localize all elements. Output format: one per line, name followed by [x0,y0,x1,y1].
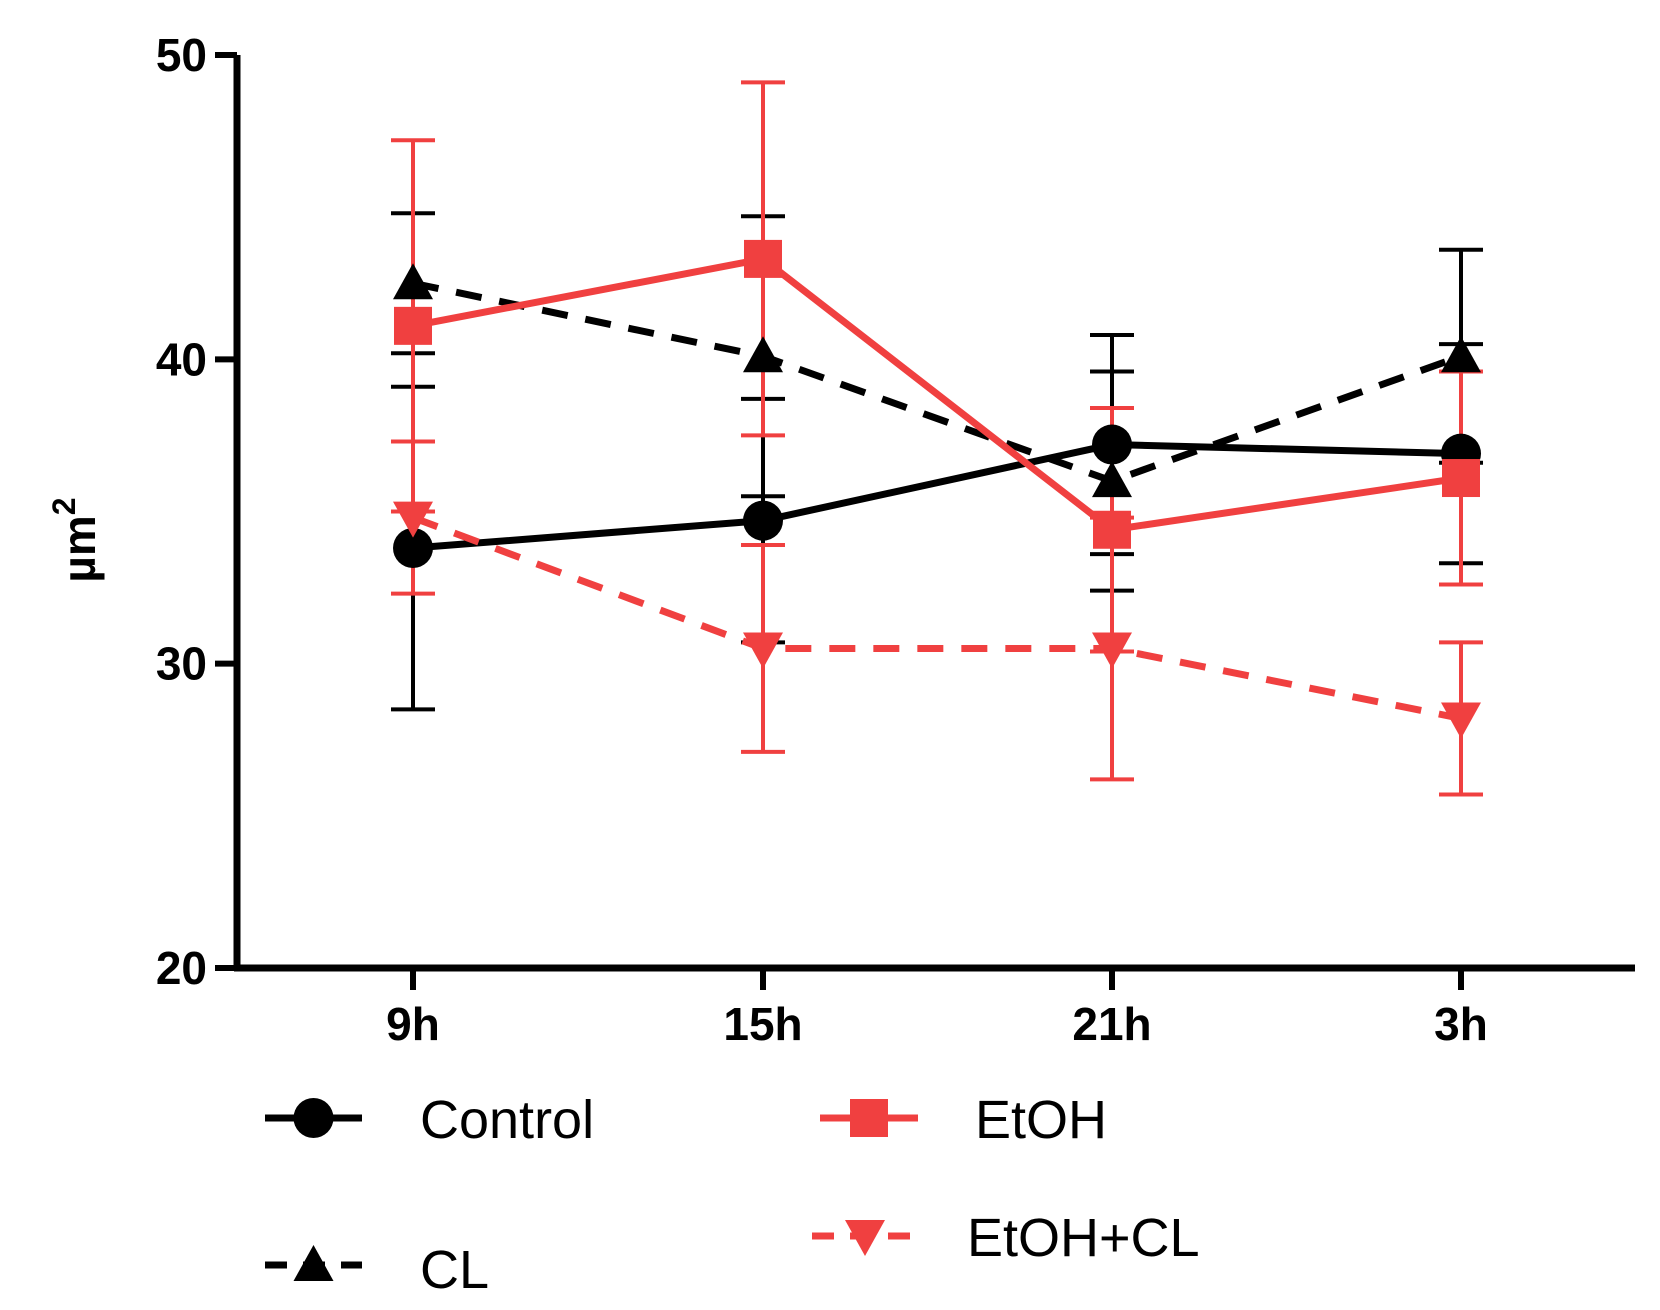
series-errorbars-etoh-cl [391,439,1483,797]
legend-marker [850,1099,888,1137]
x-tick-label: 3h [1434,998,1488,1050]
data-point-cl [1092,461,1132,498]
data-point-control [393,528,433,569]
y-tick-label: 50 [156,29,207,81]
x-ticks: 9h 15h 21h 3h [386,968,1488,1050]
data-point-etoh [1093,510,1131,549]
series-line-etoh-cl [411,514,1462,722]
y-tick-label: 30 [156,638,207,690]
series-line-cl [412,279,1463,485]
y-axis-label-superscript: 2 [46,497,82,515]
series-control [393,424,1481,569]
data-point-etoh-cl [1092,632,1132,669]
legend-marker [293,1245,334,1281]
data-point-control [743,500,783,541]
y-ticks: 20 30 40 50 [156,29,237,994]
legend-item-control: Control [265,1090,594,1150]
x-tick-label: 21h [1072,998,1151,1050]
data-point-control [1092,424,1132,465]
series-cl [393,263,1481,498]
data-point-etoh-cl [743,632,783,669]
data-point-cl [1441,336,1481,373]
y-tick-label: 20 [156,942,207,994]
data-point-etoh-cl [393,501,433,538]
series-line-etoh [412,255,1462,534]
data-point-etoh [394,306,432,345]
legend-label: EtOH+CL [967,1208,1200,1268]
data-point-etoh [744,239,782,278]
x-tick-label: 9h [386,998,440,1050]
x-tick-label: 15h [723,998,802,1050]
series-group [391,80,1483,797]
series-line-control [412,441,1462,552]
legend-label: CL [420,1240,489,1300]
data-point-cl [393,263,433,300]
axes [233,55,1635,972]
data-point-etoh [1442,459,1480,498]
legend-item-etoh: EtOH [820,1090,1107,1150]
legend-marker [845,1220,885,1256]
series-etoh [394,239,1480,549]
data-point-etoh-cl [1441,702,1481,739]
legend-marker [293,1098,334,1138]
data-point-cl [743,336,783,373]
legend: Control EtOH CL EtOH+CL [265,1090,1200,1300]
legend-item-etoh-cl: EtOH+CL [812,1208,1200,1268]
y-axis-label-unit: µm [53,515,105,582]
series-etoh-cl [393,501,1481,739]
y-axis-label: µm2 [46,497,105,582]
y-tick-label: 40 [156,333,207,385]
legend-item-cl: CL [265,1240,489,1300]
legend-label: Control [420,1090,594,1150]
series-errorbars-etoh [391,80,1483,654]
legend-label: EtOH [975,1090,1107,1150]
